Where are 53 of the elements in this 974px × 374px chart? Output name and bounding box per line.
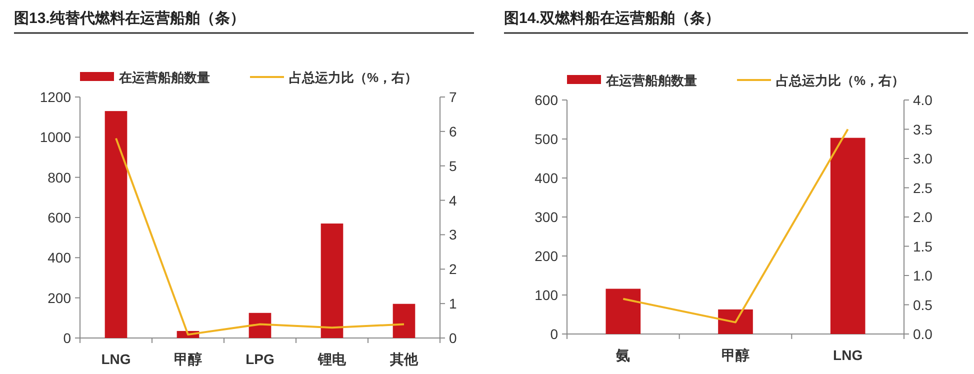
y2-tick-label: 1.0 <box>913 268 933 284</box>
bar <box>320 224 344 338</box>
chart-title: 图13.纯替代燃料在运营船舶（条） <box>14 10 245 27</box>
line-series <box>115 137 405 336</box>
y-tick-label: 800 <box>48 169 72 186</box>
x-tick-label: LPG <box>246 351 274 367</box>
y-tick-label: 600 <box>534 92 558 108</box>
bar <box>830 138 866 334</box>
x-tick-label: 甲醇 <box>174 351 202 367</box>
y2-tick-label: 4 <box>449 192 457 208</box>
bar <box>248 312 272 338</box>
y2-tick-label: 5 <box>449 158 457 174</box>
y2-tick-label: 7 <box>449 89 457 105</box>
y2-tick-label: 2.5 <box>913 180 933 196</box>
y-tick-label: 200 <box>48 290 72 306</box>
y2-tick-label: 4.0 <box>913 92 933 108</box>
y-tick-label: 600 <box>48 210 72 226</box>
y2-tick-label: 1 <box>449 296 457 312</box>
y2-tick-label: 0 <box>449 330 457 346</box>
x-tick-label: 氨 <box>615 347 630 363</box>
x-tick-label: LNG <box>101 351 131 367</box>
bar <box>392 304 416 338</box>
y2-tick-label: 3.0 <box>913 150 933 166</box>
legend-label: 占总运力比（%，右） <box>289 70 418 85</box>
x-tick-label: 锂电 <box>317 351 347 367</box>
y2-tick-label: 0.0 <box>913 326 933 342</box>
chart-title: 图14.双燃料船在运营船舶（条） <box>504 10 720 27</box>
y2-tick-label: 3.5 <box>913 121 933 138</box>
x-tick-label: LNG <box>833 347 863 363</box>
y-tick-label: 200 <box>534 248 558 264</box>
bar <box>718 309 753 334</box>
y2-tick-label: 3 <box>449 226 457 243</box>
y-tick-label: 400 <box>48 250 72 266</box>
bar <box>104 111 128 338</box>
y2-tick-label: 2.0 <box>913 209 933 225</box>
legend-label: 占总运力比（%，右） <box>776 73 905 88</box>
y2-tick-label: 0.5 <box>913 296 933 313</box>
y-tick-label: 100 <box>534 287 558 303</box>
x-tick-label: 其他 <box>389 351 419 367</box>
y-tick-label: 400 <box>534 170 558 186</box>
bar <box>606 288 641 334</box>
y2-tick-label: 1.5 <box>913 238 933 254</box>
y2-tick-label: 2 <box>449 261 457 278</box>
legend-label: 在运营船舶数量 <box>605 73 697 88</box>
y-tick-label: 1200 <box>40 89 72 105</box>
y-tick-label: 500 <box>534 131 558 147</box>
y-tick-label: 300 <box>534 209 558 225</box>
y2-tick-label: 6 <box>449 123 457 140</box>
legend-label: 在运营船舶数量 <box>118 70 210 85</box>
y-tick-label: 0 <box>550 326 558 342</box>
y-tick-label: 0 <box>63 330 72 346</box>
x-tick-label: 甲醇 <box>722 347 750 363</box>
y-tick-label: 1000 <box>40 129 72 146</box>
